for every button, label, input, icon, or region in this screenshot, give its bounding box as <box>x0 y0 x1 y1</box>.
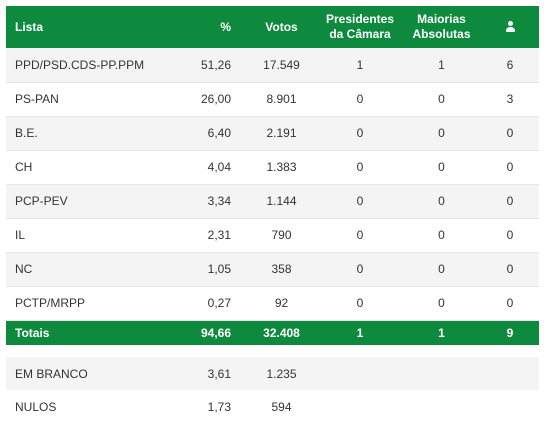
cell-lista: PS-PAN <box>6 82 166 117</box>
cell-mandatos: 3 <box>481 82 539 117</box>
cell-presidentes: 0 <box>318 116 402 151</box>
results-table-header: Lista % Votos Presidentes da Câmara Maio… <box>6 6 539 48</box>
header-mandatos <box>481 6 539 48</box>
null-votes-label: NULOS <box>15 399 57 414</box>
cell-lista: PCP-PEV <box>6 184 166 219</box>
blank-votes-count: 1.235 <box>266 366 297 381</box>
cell-presidentes: 0 <box>318 252 402 287</box>
cell-lista: PPD/PSD.CDS-PP.PPM <box>6 48 166 83</box>
cell-mandatos: 0 <box>481 252 539 287</box>
table-row: NC 1,05 358 0 0 0 <box>6 252 539 287</box>
cell-percent: 6,40 <box>166 116 245 151</box>
header-presidentes-line2: da Câmara <box>329 27 391 41</box>
cell-percent: 0,27 <box>166 286 245 321</box>
cell-percent: 51,26 <box>166 48 245 83</box>
cell-percent: 2,31 <box>166 218 245 253</box>
blank-votes-label: EM BRANCO <box>15 366 88 381</box>
results-table: Lista % Votos Presidentes da Câmara Maio… <box>6 6 539 345</box>
cell-lista: PCTP/MRPP <box>6 286 166 321</box>
cell-percent: 4,04 <box>166 150 245 185</box>
totals-presidentes: 1 <box>356 325 364 340</box>
totals-mandatos: 9 <box>506 325 514 340</box>
totals-maiorias: 1 <box>438 325 445 340</box>
header-votos: Votos <box>265 19 298 34</box>
totals-votos: 32.408 <box>263 325 300 340</box>
blank-votes-percent: 3,61 <box>207 366 231 381</box>
cell-maiorias: 0 <box>402 184 481 219</box>
table-row: PCP-PEV 3,34 1.144 0 0 0 <box>6 184 539 219</box>
table-row: B.E. 6,40 2.191 0 0 0 <box>6 116 539 151</box>
table-row: CH 4,04 1.383 0 0 0 <box>6 150 539 185</box>
cell-maiorias: 0 <box>402 252 481 287</box>
cell-votos: 8.901 <box>245 82 318 117</box>
header-presidentes: Presidentes da Câmara <box>318 6 402 48</box>
cell-mandatos: 0 <box>481 184 539 219</box>
cell-presidentes: 0 <box>318 286 402 321</box>
cell-presidentes: 1 <box>318 48 402 83</box>
table-row: PS-PAN 26,00 8.901 0 0 3 <box>6 82 539 117</box>
totals-percent: 94,66 <box>200 325 231 340</box>
cell-presidentes: 0 <box>318 218 402 253</box>
user-icon <box>505 21 516 33</box>
cell-mandatos: 0 <box>481 150 539 185</box>
cell-presidentes: 0 <box>318 150 402 185</box>
cell-votos: 2.191 <box>245 116 318 151</box>
results-table-body: PPD/PSD.CDS-PP.PPM 51,26 17.549 1 1 6 PS… <box>6 48 539 345</box>
cell-votos: 17.549 <box>245 48 318 83</box>
header-maiorias-line1: Maiorias <box>417 12 466 26</box>
cell-lista: B.E. <box>6 116 166 151</box>
null-votes-row: NULOS 1,73 594 <box>6 390 539 423</box>
header-presidentes-line1: Presidentes <box>325 12 395 26</box>
null-votes-percent: 1,73 <box>207 399 231 414</box>
cell-maiorias: 0 <box>402 116 481 151</box>
cell-maiorias: 0 <box>402 218 481 253</box>
cell-votos: 92 <box>245 286 318 321</box>
cell-votos: 358 <box>245 252 318 287</box>
totals-row: Totais 94,66 32.408 1 1 9 <box>6 320 539 345</box>
cell-percent: 1,05 <box>166 252 245 287</box>
cell-percent: 3,34 <box>166 184 245 219</box>
cell-lista: CH <box>6 150 166 185</box>
blank-votes-row: EM BRANCO 3,61 1.235 <box>6 357 539 390</box>
cell-mandatos: 0 <box>481 116 539 151</box>
cell-percent: 26,00 <box>166 82 245 117</box>
cell-maiorias: 0 <box>402 82 481 117</box>
cell-maiorias: 0 <box>402 150 481 185</box>
cell-mandatos: 6 <box>481 48 539 83</box>
cell-lista: IL <box>6 218 166 253</box>
header-maiorias-line2: Absolutas <box>412 27 471 41</box>
header-row: Lista % Votos Presidentes da Câmara Maio… <box>6 6 539 48</box>
header-percent: % <box>220 19 231 34</box>
blank-null-table: EM BRANCO 3,61 1.235 NULOS 1,73 594 <box>6 357 539 423</box>
null-votes-count: 594 <box>271 399 292 414</box>
cell-votos: 790 <box>245 218 318 253</box>
table-row: IL 2,31 790 0 0 0 <box>6 218 539 253</box>
cell-maiorias: 0 <box>402 286 481 321</box>
cell-votos: 1.383 <box>245 150 318 185</box>
cell-mandatos: 0 <box>481 218 539 253</box>
cell-lista: NC <box>6 252 166 287</box>
cell-presidentes: 0 <box>318 82 402 117</box>
table-row: PCTP/MRPP 0,27 92 0 0 0 <box>6 286 539 321</box>
table-row: PPD/PSD.CDS-PP.PPM 51,26 17.549 1 1 6 <box>6 48 539 83</box>
totals-label: Totais <box>15 325 50 340</box>
cell-votos: 1.144 <box>245 184 318 219</box>
cell-mandatos: 0 <box>481 286 539 321</box>
cell-maiorias: 1 <box>402 48 481 83</box>
header-lista: Lista <box>15 19 44 34</box>
cell-presidentes: 0 <box>318 184 402 219</box>
header-maiorias: Maiorias Absolutas <box>402 6 481 48</box>
